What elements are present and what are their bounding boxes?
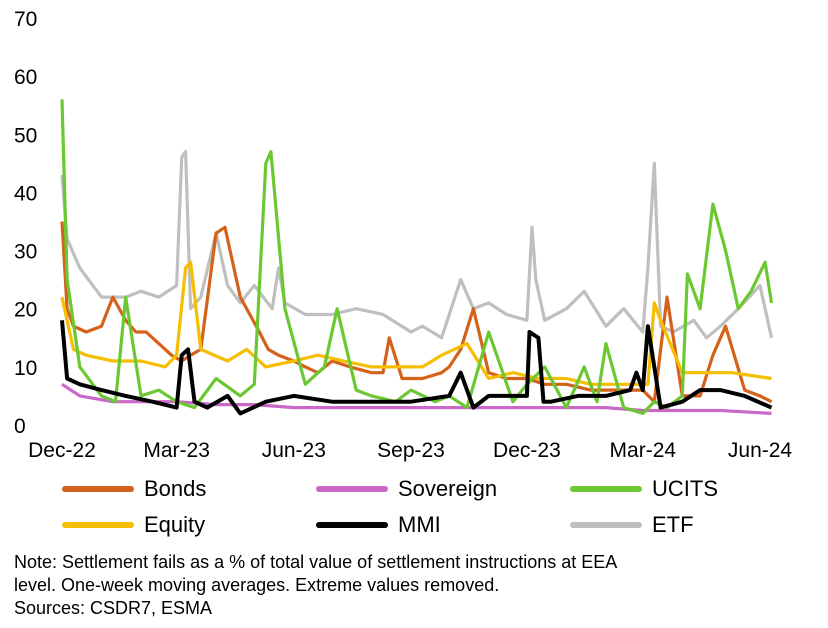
- y-axis-tick-labels: 0 10 20 30 40 50 60 70: [14, 8, 37, 438]
- legend-item-mmi: MMI: [316, 512, 441, 538]
- legend-label: ETF: [652, 512, 694, 537]
- y-tick-label: 50: [14, 124, 37, 147]
- series-line-ucits: [60, 99, 774, 415]
- legend-item-sovereign: Sovereign: [316, 476, 497, 502]
- legend-swatch: [570, 486, 642, 492]
- legend-item-ucits: UCITS: [570, 476, 718, 502]
- legend-swatch: [316, 486, 388, 492]
- legend-item-equity: Equity: [62, 512, 205, 538]
- x-tick-label: Dec-23: [493, 439, 561, 462]
- line-chart: 0 10 20 30 40 50 60 70 Dec-22 Mar-23 Jun-23 Sep-23…: [14, 8, 792, 462]
- series-line-bonds: [60, 221, 773, 404]
- y-tick-label: 30: [14, 241, 37, 264]
- y-tick-label: 70: [14, 8, 37, 31]
- y-tick-label: 0: [14, 415, 26, 438]
- x-axis-tick-labels: Dec-22 Mar-23 Jun-23 Sep-23 Dec-23 Mar-24 Jun-…: [28, 439, 792, 462]
- legend-label: Bonds: [144, 476, 207, 501]
- legend-swatch: [316, 522, 388, 528]
- note-line-3: Sources: CSDR7, ESMA: [14, 598, 213, 618]
- series-line-mmi: [60, 320, 773, 416]
- legend-label: MMI: [398, 512, 441, 537]
- legend-item-etf: ETF: [570, 512, 694, 538]
- note-line-1: Note: Settlement fails as a % of total v…: [14, 552, 618, 572]
- chart-note: Note: Settlement fails as a % of total v…: [14, 551, 814, 620]
- legend: Bonds Sovereign UCITS Equity MMI ETF: [0, 470, 828, 550]
- legend-label: Equity: [144, 512, 206, 537]
- legend-swatch: [62, 522, 134, 528]
- y-tick-label: 10: [14, 357, 37, 380]
- y-tick-label: 20: [14, 299, 37, 322]
- x-tick-label: Mar-24: [610, 439, 677, 462]
- x-tick-label: Dec-22: [28, 439, 96, 462]
- series-lines: [60, 99, 774, 416]
- legend-item-bonds: Bonds: [62, 476, 206, 502]
- legend-swatch: [570, 522, 642, 528]
- x-tick-label: Sep-23: [377, 439, 445, 462]
- note-line-2: level. One-week moving averages. Extreme…: [14, 575, 500, 595]
- x-tick-label: Jun-23: [262, 439, 326, 462]
- y-tick-label: 40: [14, 182, 37, 205]
- x-tick-label: Mar-23: [143, 439, 210, 462]
- legend-label: UCITS: [652, 476, 718, 501]
- y-tick-label: 60: [14, 66, 37, 89]
- x-tick-label: Jun-24: [728, 439, 793, 462]
- series-line-equity: [60, 260, 772, 386]
- series-line-etf: [60, 150, 774, 340]
- legend-label: Sovereign: [398, 476, 498, 501]
- legend-swatch: [62, 486, 134, 492]
